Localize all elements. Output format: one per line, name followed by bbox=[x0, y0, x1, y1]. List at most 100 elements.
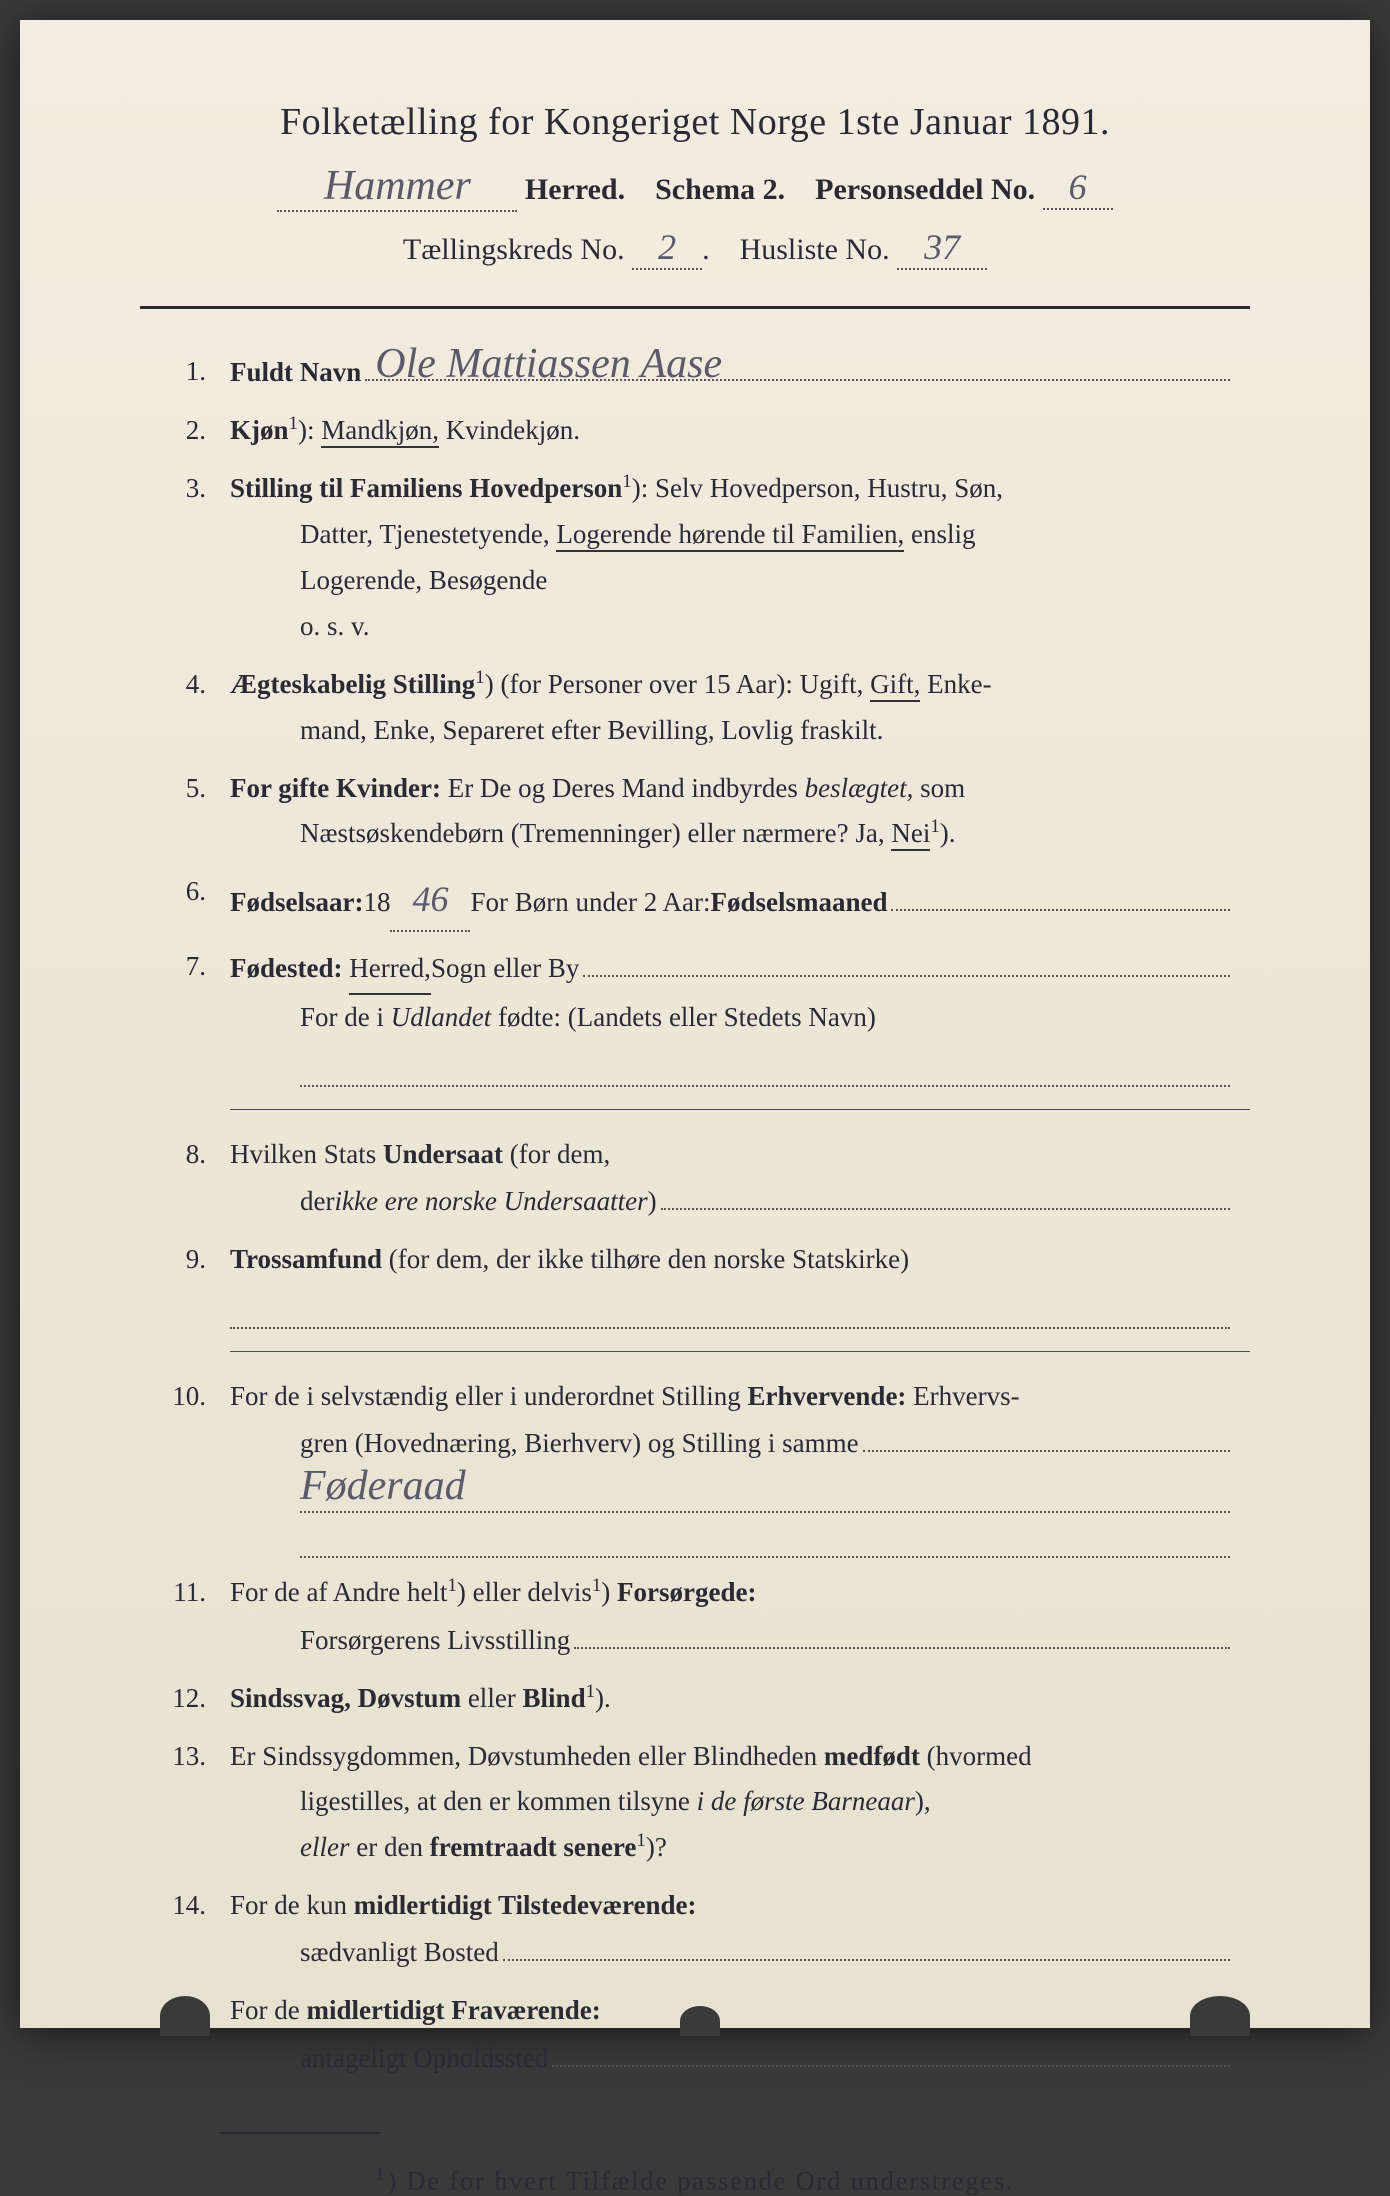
subheader-line-2: Tællingskreds No. 2. Husliste No. 37 bbox=[140, 226, 1250, 270]
q11-sup2: 1 bbox=[592, 1575, 601, 1596]
q8-blank bbox=[661, 1177, 1230, 1209]
item-7: 7. Fødested: Herred, Sogn eller By For d… bbox=[140, 944, 1250, 1086]
item-number: 13. bbox=[140, 1734, 230, 1872]
q5-label: For gifte Kvinder: bbox=[230, 773, 441, 803]
herred-label: Herred. bbox=[525, 173, 625, 206]
item-11: 11. For de af Andre helt1) eller delvis1… bbox=[140, 1570, 1250, 1663]
page-damage bbox=[680, 2006, 720, 2036]
personseddel-no: 6 bbox=[1043, 166, 1113, 210]
q15-bold: midlertidigt Fraværende: bbox=[307, 1995, 601, 2025]
q11-text-c: ) bbox=[601, 1577, 617, 1607]
q13-text-a: Er Sindssygdommen, Døvstumheden eller Bl… bbox=[230, 1741, 824, 1771]
item-number: 12. bbox=[140, 1676, 230, 1722]
q5-sup: 1 bbox=[930, 816, 939, 837]
q7-blank2 bbox=[300, 1054, 1230, 1086]
item-number: 1. bbox=[140, 349, 230, 396]
q13-text-c: ligestilles, at den er kommen tilsyne bbox=[300, 1786, 697, 1816]
q15-text-a: For de bbox=[230, 1995, 307, 2025]
q10-blank3 bbox=[300, 1526, 1230, 1558]
q15-blank bbox=[552, 2034, 1230, 2066]
subheader-line-1: Hammer Herred. Schema 2. Personseddel No… bbox=[140, 162, 1250, 212]
item-number: 4. bbox=[140, 662, 230, 754]
page-damage bbox=[1190, 1996, 1250, 2036]
q13-italic2: eller bbox=[300, 1832, 349, 1862]
q4-text-c: mand, Enke, Separeret efter Bevilling, L… bbox=[230, 708, 883, 754]
q2-sup: 1 bbox=[289, 413, 298, 434]
q6-text-a: For Børn under 2 Aar: bbox=[470, 880, 710, 926]
q13-bold: medfødt bbox=[824, 1741, 920, 1771]
item-number: 6. bbox=[140, 869, 230, 932]
q11-text-a: For de af Andre helt bbox=[230, 1577, 447, 1607]
q8-bold: Undersaat bbox=[383, 1139, 503, 1169]
q7-underlined: Herred, bbox=[349, 946, 431, 995]
q8-text-c: der bbox=[300, 1179, 334, 1225]
q14-blank bbox=[503, 1929, 1230, 1961]
item-6: 6. Fødselsaar: 1846 For Børn under 2 Aar… bbox=[140, 869, 1250, 932]
husliste-no: 37 bbox=[897, 226, 987, 270]
q8-text-a: Hvilken Stats bbox=[230, 1139, 383, 1169]
q10-bold: Erhvervende: bbox=[747, 1381, 906, 1411]
q3-text-b: Datter, Tjenestetyende, bbox=[300, 519, 556, 549]
q3-text-e: o. s. v. bbox=[300, 611, 370, 641]
q11-sup1: 1 bbox=[447, 1575, 456, 1596]
item-number: 8. bbox=[140, 1132, 230, 1225]
footnote: 1) De for hvert Tilfælde passende Ord un… bbox=[140, 2164, 1250, 2196]
herred-name-handwritten: Hammer bbox=[277, 162, 517, 212]
q11-bold: Forsørgede: bbox=[617, 1577, 756, 1607]
personseddel-label: Personseddel No. bbox=[815, 173, 1035, 206]
q4-text-a: ) (for Personer over 15 Aar): Ugift, bbox=[485, 669, 870, 699]
q9-text: (for dem, der ikke tilhøre den norske St… bbox=[382, 1244, 909, 1274]
item-number: 10. bbox=[140, 1374, 230, 1559]
q12-label: Sindssvag, Døvstum bbox=[230, 1683, 461, 1713]
item-number: 14. bbox=[140, 1883, 230, 1976]
q13-text-b: (hvormed bbox=[920, 1741, 1032, 1771]
q13-bold2: fremtraadt senere bbox=[430, 1832, 637, 1862]
q14-bold: midlertidigt Tilstedeværende: bbox=[354, 1890, 697, 1920]
item-number: 9. bbox=[140, 1237, 230, 1329]
item-number: 11. bbox=[140, 1570, 230, 1663]
q2-label: Kjøn bbox=[230, 415, 289, 445]
q1-value-handwritten: Ole Mattiassen Aase bbox=[375, 329, 1240, 400]
q7-italic: Udlandet bbox=[391, 1002, 492, 1032]
section-divider-1 bbox=[230, 1109, 1250, 1110]
q6-label2: Fødselsmaaned bbox=[710, 880, 887, 926]
q14-text-b: sædvanligt Bosted bbox=[300, 1930, 499, 1976]
q12-text: eller bbox=[461, 1683, 522, 1713]
q3-underlined: Logerende hørende til Familien, bbox=[556, 519, 904, 552]
footnote-rule bbox=[220, 2132, 380, 2134]
q12-sup: 1 bbox=[586, 1681, 595, 1702]
q13-text-d: ), bbox=[915, 1786, 931, 1816]
q10-text-b: Erhvervs- bbox=[906, 1381, 1019, 1411]
q10-text-a: For de i selvstændig eller i underordnet… bbox=[230, 1381, 747, 1411]
item-number: 5. bbox=[140, 766, 230, 858]
item-number: 2. bbox=[140, 408, 230, 454]
q11-text-d: Forsørgerens Livsstilling bbox=[300, 1618, 570, 1664]
schema-label: Schema 2. bbox=[655, 173, 785, 206]
footnote-text: ) De for hvert Tilfælde passende Ord und… bbox=[387, 2166, 1014, 2195]
q14-text-a: For de kun bbox=[230, 1890, 354, 1920]
q7-blank1 bbox=[583, 944, 1230, 976]
q7-text-a: Sogn eller By bbox=[431, 946, 580, 992]
kreds-no: 2 bbox=[632, 226, 702, 270]
q6-prefix: 18 bbox=[363, 880, 390, 926]
item-3: 3. Stilling til Familiens Hovedperson1):… bbox=[140, 466, 1250, 650]
q5-nei: Nei bbox=[891, 818, 930, 851]
item-5: 5. For gifte Kvinder: Er De og Deres Man… bbox=[140, 766, 1250, 858]
husliste-label: Husliste No. bbox=[740, 233, 890, 266]
q10-blank1 bbox=[863, 1419, 1230, 1451]
q4-sup: 1 bbox=[475, 667, 484, 688]
q3-text-c: enslig bbox=[904, 519, 975, 549]
q1-label: Fuldt Navn bbox=[230, 350, 361, 396]
q12-text2: ). bbox=[595, 1683, 611, 1713]
q3-text-d: Logerende, Besøgende bbox=[300, 565, 547, 595]
q3-label: Stilling til Familiens Hovedperson bbox=[230, 473, 622, 503]
q3-text-a: ): Selv Hovedperson, Hustru, Søn, bbox=[632, 473, 1003, 503]
q8-text-d: ) bbox=[648, 1179, 657, 1225]
q5-italic: beslægtet, bbox=[805, 773, 914, 803]
footnote-sup: 1 bbox=[375, 2164, 387, 2184]
q5-text-a: Er De og Deres Mand indbyrdes bbox=[441, 773, 805, 803]
q6-label: Fødselsaar: bbox=[230, 880, 363, 926]
q6-year: 46 bbox=[390, 869, 470, 932]
item-4: 4. Ægteskabelig Stilling1) (for Personer… bbox=[140, 662, 1250, 754]
divider-rule bbox=[140, 306, 1250, 309]
